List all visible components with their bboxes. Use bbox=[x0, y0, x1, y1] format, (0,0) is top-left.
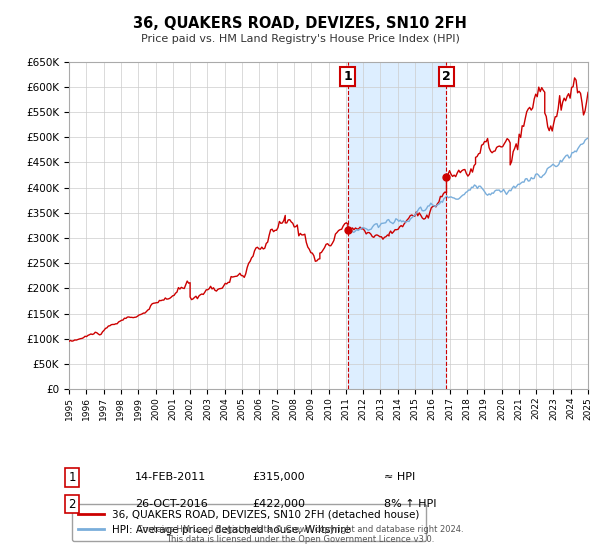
Text: 2: 2 bbox=[68, 497, 76, 511]
Text: 36, QUAKERS ROAD, DEVIZES, SN10 2FH: 36, QUAKERS ROAD, DEVIZES, SN10 2FH bbox=[133, 16, 467, 31]
Text: 26-OCT-2016: 26-OCT-2016 bbox=[135, 499, 208, 509]
Text: 1: 1 bbox=[68, 470, 76, 484]
Text: £422,000: £422,000 bbox=[252, 499, 305, 509]
Text: £315,000: £315,000 bbox=[252, 472, 305, 482]
Text: ≈ HPI: ≈ HPI bbox=[384, 472, 415, 482]
Text: 2: 2 bbox=[442, 70, 451, 83]
Text: 14-FEB-2011: 14-FEB-2011 bbox=[135, 472, 206, 482]
Text: 8% ↑ HPI: 8% ↑ HPI bbox=[384, 499, 437, 509]
Text: 1: 1 bbox=[344, 70, 352, 83]
Text: Price paid vs. HM Land Registry's House Price Index (HPI): Price paid vs. HM Land Registry's House … bbox=[140, 34, 460, 44]
Text: Contains HM Land Registry data © Crown copyright and database right 2024.
This d: Contains HM Land Registry data © Crown c… bbox=[137, 525, 463, 544]
Legend: 36, QUAKERS ROAD, DEVIZES, SN10 2FH (detached house), HPI: Average price, detach: 36, QUAKERS ROAD, DEVIZES, SN10 2FH (det… bbox=[71, 503, 426, 541]
Bar bbox=[348, 62, 446, 389]
